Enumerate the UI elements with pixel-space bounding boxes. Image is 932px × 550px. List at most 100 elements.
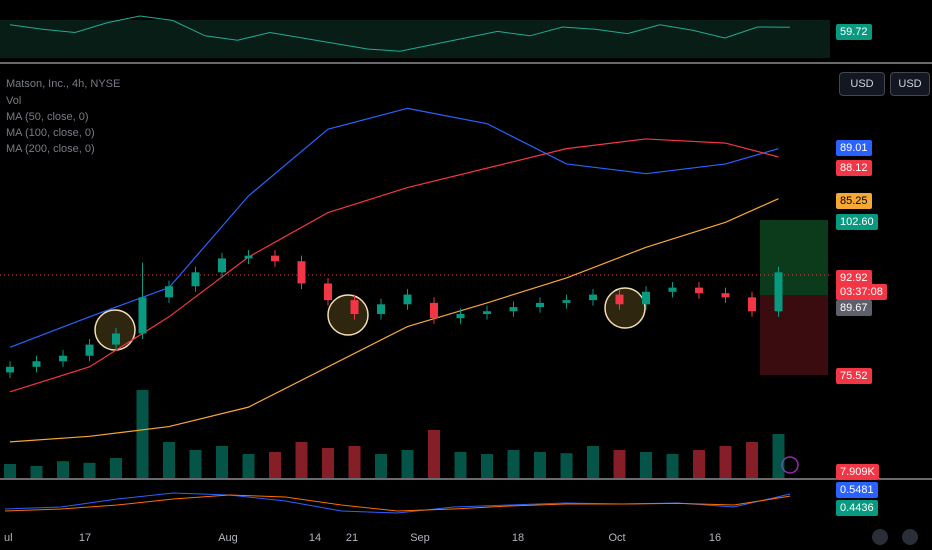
candle-body xyxy=(59,355,67,362)
candle-body xyxy=(536,302,544,308)
rsi-line xyxy=(9,15,791,52)
volume-bar xyxy=(375,454,387,478)
time-label: Sep xyxy=(410,532,430,544)
candle-body xyxy=(456,314,465,319)
volume-bar xyxy=(666,454,679,478)
price-tag: 89.67 xyxy=(836,300,872,316)
price-tag: 85.25 xyxy=(836,193,872,209)
legend-symbol: Matson, Inc., 4h, NYSE xyxy=(6,78,121,90)
candle-body xyxy=(191,272,200,287)
volume-bar xyxy=(295,442,308,478)
volume-bar xyxy=(640,452,652,478)
axis-button[interactable] xyxy=(872,529,888,545)
loss-zone xyxy=(760,295,828,375)
candle-body xyxy=(509,307,518,312)
candle-body xyxy=(721,293,730,298)
candle-body xyxy=(403,294,412,305)
axis-button[interactable] xyxy=(902,529,918,545)
volume-bar xyxy=(693,450,705,478)
time-label: ul xyxy=(4,532,13,544)
candle-body xyxy=(430,302,438,319)
time-label: Oct xyxy=(608,532,625,544)
candle-body xyxy=(218,258,226,273)
currency-button[interactable]: USD xyxy=(890,72,930,96)
price-tag: 03:37:08 xyxy=(836,284,887,300)
time-label: 18 xyxy=(512,532,524,544)
time-label: 16 xyxy=(709,532,721,544)
price-tag: 92.92 xyxy=(836,270,872,286)
volume-bar xyxy=(587,446,599,478)
candle-body xyxy=(642,291,650,305)
profit-zone xyxy=(760,220,828,295)
volume-bar xyxy=(110,458,122,478)
price-tag: 7.909K xyxy=(836,464,879,480)
volume-bar xyxy=(772,434,785,478)
volume-bar xyxy=(560,453,573,478)
time-label: 21 xyxy=(346,532,358,544)
volume-bar xyxy=(242,454,255,478)
price-tag: 75.52 xyxy=(836,368,872,384)
volume-bar xyxy=(746,442,758,478)
candle-body xyxy=(774,272,783,312)
volume-bar xyxy=(613,450,626,478)
candle-body xyxy=(562,300,571,303)
candle-body xyxy=(668,287,677,292)
rsi-band xyxy=(0,20,830,58)
candle-body xyxy=(695,287,703,294)
price-tag: 59.72 xyxy=(836,24,872,40)
legend-item: Vol xyxy=(6,95,22,107)
volume-bar xyxy=(57,461,69,478)
volume-bar xyxy=(4,464,16,478)
price-tag: 88.12 xyxy=(836,160,872,176)
highlight-circle xyxy=(94,309,136,351)
legend-item: MA (200, close, 0) xyxy=(6,143,95,155)
moving-average xyxy=(9,198,779,443)
candle-body xyxy=(350,300,359,315)
currency-button[interactable]: USD xyxy=(839,72,885,96)
moving-average xyxy=(9,107,779,348)
volume-bar xyxy=(163,442,175,478)
volume-bar xyxy=(719,446,732,478)
time-label: 14 xyxy=(309,532,321,544)
price-tag: 0.5481 xyxy=(836,482,878,498)
price-tag: 0.4436 xyxy=(836,500,878,516)
highlight-circle xyxy=(604,287,646,329)
volume-bar xyxy=(401,450,414,478)
candle-body xyxy=(297,261,306,284)
volume-bar xyxy=(481,454,493,478)
moving-average xyxy=(9,138,779,393)
volume-bar xyxy=(534,452,546,478)
candle-body xyxy=(589,294,597,301)
volume-bar xyxy=(269,452,281,478)
candle-body xyxy=(615,294,624,305)
volume-bar xyxy=(348,446,361,478)
volume-bar xyxy=(30,466,43,478)
legend-item: MA (50, close, 0) xyxy=(6,111,89,123)
volume-bar xyxy=(83,462,96,478)
volume-bar xyxy=(189,450,202,478)
price-tag: 102.60 xyxy=(836,214,878,230)
highlight-circle xyxy=(327,294,369,336)
candle-body xyxy=(6,366,14,373)
candle-body xyxy=(85,344,94,356)
candle-body xyxy=(483,311,491,315)
volume-bar xyxy=(216,446,228,478)
candle-body xyxy=(377,304,385,315)
time-label: Aug xyxy=(218,532,238,544)
candle-body xyxy=(165,286,173,298)
volume-bar xyxy=(136,390,149,478)
volume-bar xyxy=(322,448,334,478)
volume-bar xyxy=(507,450,520,478)
candle-body xyxy=(748,297,756,312)
candle-body xyxy=(244,255,253,259)
candle-body xyxy=(112,333,120,345)
candle-body xyxy=(271,255,279,262)
candle-body xyxy=(138,297,147,334)
candle-body xyxy=(32,361,41,367)
price-tag: 89.01 xyxy=(836,140,872,156)
candle-body xyxy=(324,283,332,301)
volume-bar xyxy=(428,430,440,478)
legend-item: MA (100, close, 0) xyxy=(6,127,95,139)
